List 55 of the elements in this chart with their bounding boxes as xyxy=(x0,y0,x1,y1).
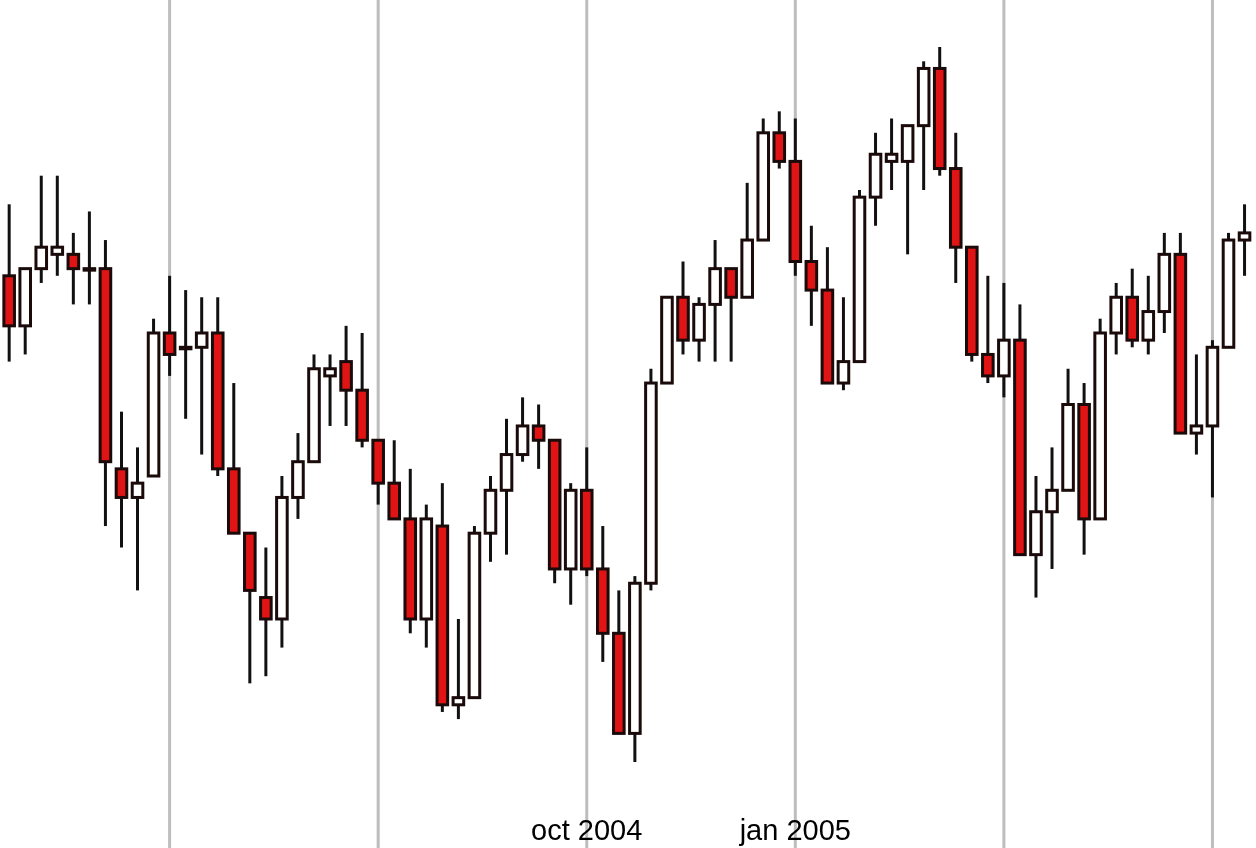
candlestick xyxy=(900,124,915,255)
candlestick xyxy=(740,181,754,299)
candlestick xyxy=(531,404,546,469)
candlestick xyxy=(275,476,289,648)
x-tick-label: oct 2004 xyxy=(531,814,643,846)
candlestick xyxy=(660,295,674,385)
candlestick xyxy=(34,175,49,283)
candlestick xyxy=(483,476,498,562)
candlestick xyxy=(708,240,722,362)
candlestick xyxy=(1093,318,1107,521)
candlestick xyxy=(547,438,562,584)
candlestick xyxy=(820,247,835,385)
candlestick xyxy=(724,267,738,362)
candlestick xyxy=(243,531,257,684)
candlestick xyxy=(130,447,145,591)
candlestick xyxy=(259,547,273,678)
candlestick xyxy=(1061,368,1075,492)
candlestick xyxy=(307,354,321,464)
candlestick xyxy=(387,440,402,521)
candlestick xyxy=(804,225,819,326)
candlestick xyxy=(997,281,1011,398)
candlestick xyxy=(1077,383,1091,555)
candlestick xyxy=(82,211,97,305)
candlestick xyxy=(499,417,514,555)
candlestick xyxy=(1189,354,1204,455)
candlestick xyxy=(1029,476,1043,598)
candlestick xyxy=(1237,204,1252,276)
candlestick xyxy=(2,204,16,362)
candlestick xyxy=(788,118,803,276)
candlestick xyxy=(595,526,610,662)
candlestick xyxy=(451,619,466,721)
candlestick xyxy=(948,131,963,283)
x-tick-label: jan 2005 xyxy=(738,814,851,846)
candlestick xyxy=(1173,231,1188,435)
candlestick xyxy=(339,324,353,426)
candlestick xyxy=(146,318,161,478)
candlestick xyxy=(50,175,65,276)
candlestick xyxy=(194,297,209,455)
candlestick xyxy=(884,118,899,190)
candlestick xyxy=(1109,281,1123,355)
candlestick xyxy=(612,590,626,735)
candlestick xyxy=(162,274,177,376)
candlestick xyxy=(291,433,305,519)
candlestick xyxy=(178,290,193,419)
candlestick xyxy=(1045,447,1059,569)
candlestick xyxy=(226,383,241,535)
candlestick xyxy=(1013,304,1027,557)
candlestick xyxy=(1157,231,1172,333)
candlestick xyxy=(98,240,113,528)
candlestick xyxy=(114,411,129,548)
candlestick xyxy=(323,354,337,426)
candlestick xyxy=(18,267,33,355)
candlestick xyxy=(66,231,81,305)
candlestick xyxy=(868,131,883,226)
candlestick xyxy=(371,438,385,505)
